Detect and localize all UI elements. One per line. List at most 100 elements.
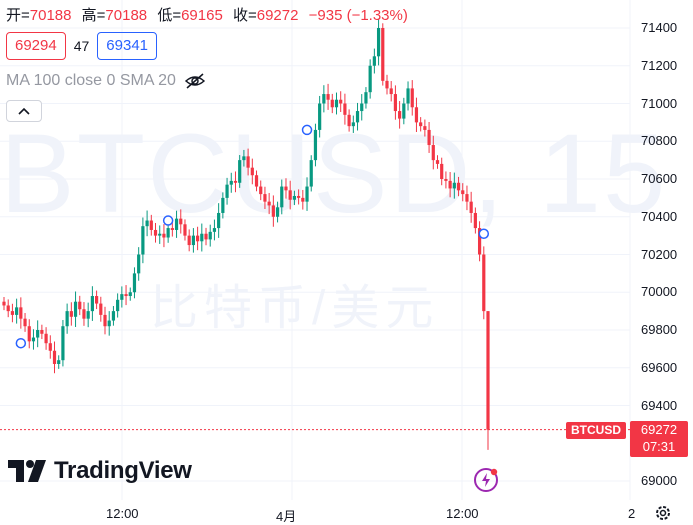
- candle: [217, 203, 221, 238]
- candle: [280, 179, 284, 215]
- candle: [99, 296, 103, 322]
- candle: [414, 97, 419, 133]
- candle: [440, 157, 444, 186]
- candle: [389, 81, 393, 102]
- candle: [149, 214, 153, 236]
- candle: [456, 176, 461, 197]
- y-tick-label: 69800: [641, 322, 678, 337]
- low-label: 低=: [157, 7, 182, 24]
- candle: [204, 227, 208, 246]
- candle: [27, 319, 31, 349]
- candle: [431, 135, 435, 170]
- candle: [40, 324, 44, 340]
- x-tick-label: 4月: [276, 509, 297, 524]
- candle: [170, 221, 174, 237]
- eye-off-icon[interactable]: [184, 73, 206, 89]
- candle: [360, 94, 364, 121]
- buy-price-button[interactable]: 69341: [97, 32, 158, 60]
- candle: [364, 87, 368, 109]
- candle: [402, 97, 406, 125]
- candle: [246, 148, 250, 176]
- candle: [94, 290, 99, 310]
- change-value: −935 (−1.33%): [308, 7, 408, 24]
- candle: [355, 102, 360, 131]
- candle: [212, 219, 217, 241]
- candle: [469, 191, 473, 223]
- candle: [452, 172, 456, 199]
- candle: [124, 285, 128, 306]
- last-price-value: 69272: [640, 422, 678, 437]
- candle: [15, 298, 19, 324]
- chevron-up-icon: [18, 107, 30, 115]
- candle: [477, 221, 482, 262]
- candle: [444, 171, 448, 189]
- symbol-price-tag: BTCUSD: [566, 422, 626, 439]
- event-marker: [162, 215, 174, 226]
- high-value: 70188: [105, 7, 148, 24]
- x-tick-label: 12:00: [106, 506, 139, 521]
- tradingview-logo[interactable]: TradingView: [8, 457, 192, 485]
- candle: [238, 155, 242, 188]
- collapse-legend-button[interactable]: [6, 100, 42, 122]
- candle: [271, 195, 275, 227]
- candle: [275, 201, 280, 223]
- last-price-tag: 69272 07:31: [630, 421, 688, 457]
- candle: [385, 74, 389, 95]
- candle: [427, 121, 431, 153]
- y-tick-label: 69000: [641, 473, 678, 488]
- event-marker: [15, 337, 27, 349]
- y-tick-label: 70200: [641, 246, 678, 262]
- candle: [284, 178, 288, 199]
- candle: [57, 355, 61, 369]
- candle: [461, 183, 465, 202]
- close-label: 收=: [232, 7, 257, 24]
- candle: [292, 190, 296, 206]
- candle: [372, 48, 376, 74]
- sell-price-button[interactable]: 69294: [6, 32, 66, 60]
- candle: [183, 219, 187, 241]
- candle: [381, 23, 385, 86]
- indicator-legend[interactable]: MA 100 close 0 SMA 20: [6, 72, 206, 90]
- lightning-icon[interactable]: [473, 467, 499, 493]
- settings-icon[interactable]: [654, 504, 672, 522]
- candle: [69, 302, 73, 326]
- candle: [61, 319, 65, 367]
- candle: [376, 18, 381, 66]
- candle: [419, 117, 423, 132]
- candle: [132, 267, 137, 299]
- candle: [196, 226, 200, 251]
- logo-text: TradingView: [54, 457, 192, 484]
- candle: [334, 92, 339, 115]
- candle: [259, 180, 263, 201]
- candle: [116, 293, 120, 318]
- candle: [393, 85, 398, 120]
- y-tick-label: 71000: [641, 95, 678, 111]
- tradingview-logo-icon: [8, 460, 46, 482]
- candle: [305, 177, 309, 211]
- candle: [107, 311, 111, 336]
- candle: [250, 158, 254, 185]
- y-tick-label: 70400: [641, 208, 678, 224]
- open-label: 开=: [6, 7, 30, 24]
- candle: [482, 246, 486, 320]
- candle: [339, 91, 343, 112]
- candle: [31, 329, 36, 350]
- candle: [111, 306, 116, 326]
- candle: [254, 170, 259, 192]
- candle: [326, 83, 330, 110]
- candle: [233, 171, 238, 193]
- y-tick-label: 69400: [641, 397, 678, 413]
- candle: [435, 155, 440, 169]
- y-tick-label: 71400: [641, 20, 678, 35]
- candle: [473, 207, 477, 234]
- candle: [103, 306, 107, 335]
- candle: [10, 303, 15, 323]
- candle: [145, 210, 149, 237]
- candle: [225, 177, 229, 205]
- y-tick-label: 70000: [641, 284, 678, 300]
- candle: [162, 224, 166, 248]
- symbol-watermark: BTCUSD, 15: [0, 111, 668, 236]
- candle: [343, 93, 347, 125]
